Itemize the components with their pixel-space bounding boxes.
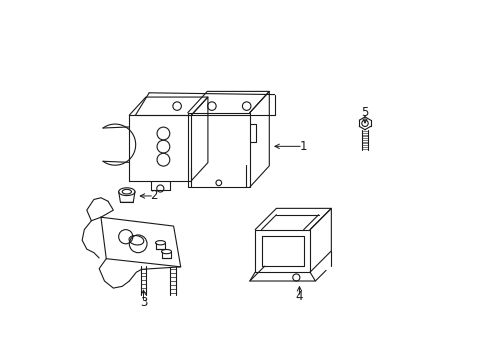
Text: 2: 2: [150, 189, 158, 202]
Text: 1: 1: [299, 140, 306, 153]
Text: 5: 5: [361, 106, 368, 119]
Text: 4: 4: [295, 291, 303, 303]
Text: 3: 3: [140, 296, 147, 309]
